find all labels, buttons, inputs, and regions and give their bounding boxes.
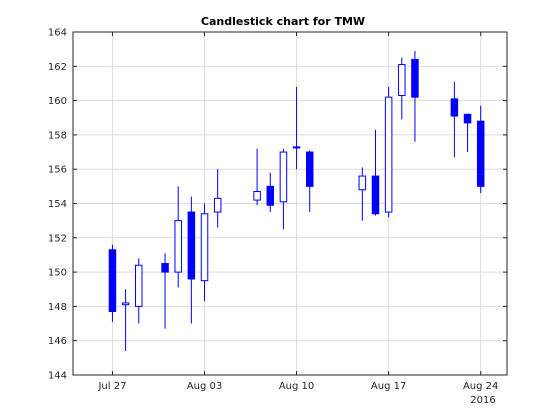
candle-body-down xyxy=(371,175,380,215)
candle xyxy=(476,105,485,194)
candle-body-down xyxy=(161,263,169,273)
candle xyxy=(108,244,117,322)
candle xyxy=(174,186,182,288)
candle xyxy=(358,167,367,221)
axis-ticks: 144 146 148 150 152 154 156 158 160 162 164 Jul 27 A… xyxy=(48,28,508,392)
candle xyxy=(187,196,196,324)
x-tick-label: Aug 24 xyxy=(463,381,498,392)
y-tick-label: 152 xyxy=(48,233,67,244)
y-tick-label: 148 xyxy=(48,302,67,313)
y-tick-label: 150 xyxy=(48,268,67,279)
y-tick-label: 146 xyxy=(48,336,67,347)
y-tick-label: 154 xyxy=(48,199,67,210)
candle-body-up xyxy=(398,64,406,96)
candle-body-up xyxy=(121,302,130,306)
candle-body-down xyxy=(187,211,196,280)
candle xyxy=(371,129,380,216)
candle xyxy=(450,81,459,158)
candle-body-down xyxy=(266,185,275,206)
candle-body-up xyxy=(292,146,301,149)
candle-body-up xyxy=(384,96,393,213)
candle-body-up xyxy=(253,190,261,201)
candle xyxy=(253,148,261,206)
candle xyxy=(305,150,314,213)
y-tick-label: 144 xyxy=(48,371,67,382)
y-tick-label: 158 xyxy=(48,130,67,141)
candle-body-down xyxy=(463,113,472,124)
candle xyxy=(279,148,288,230)
candle-body-down xyxy=(108,249,117,313)
candle xyxy=(384,86,393,218)
candle xyxy=(463,113,472,153)
candle xyxy=(398,57,406,120)
x-tick-label: Aug 10 xyxy=(279,381,314,392)
candle xyxy=(411,50,419,142)
candle-body-up xyxy=(279,151,288,203)
chart-title: Candlestick chart for TMW xyxy=(201,15,365,28)
y-tick-label: 156 xyxy=(48,165,67,176)
candle-body-down xyxy=(476,120,485,187)
candle-body-up xyxy=(135,264,143,307)
x-tick-label: Jul 27 xyxy=(97,381,126,392)
candle-body-down xyxy=(411,58,419,98)
candle xyxy=(266,172,275,213)
candle-body-up xyxy=(200,213,209,282)
x-tick-label: Aug 03 xyxy=(187,381,222,392)
candle xyxy=(121,289,130,351)
y-tick-label: 164 xyxy=(48,28,67,39)
candle-body-up xyxy=(358,175,367,191)
candle-body-down xyxy=(305,151,314,187)
candle xyxy=(200,203,209,302)
plot-border xyxy=(72,31,508,376)
candle-body-down xyxy=(450,98,459,117)
candle xyxy=(292,86,301,170)
x-axis-year-label: 2016 xyxy=(470,395,495,406)
candle-body-up xyxy=(213,197,222,213)
candle xyxy=(213,169,222,228)
candle-body-up xyxy=(174,220,182,273)
x-tick-label: Aug 17 xyxy=(371,381,406,392)
candle xyxy=(135,258,143,324)
y-tick-label: 162 xyxy=(48,62,67,73)
candle xyxy=(161,253,169,329)
candles xyxy=(108,50,485,351)
y-tick-label: 160 xyxy=(48,96,67,107)
